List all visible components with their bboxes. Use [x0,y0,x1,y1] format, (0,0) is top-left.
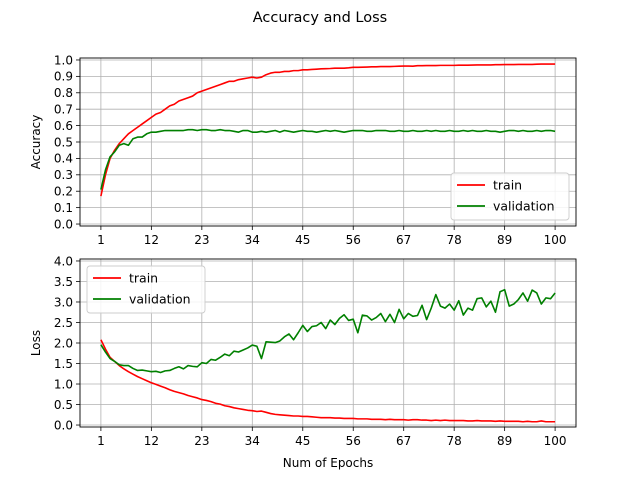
legend-label: train [493,178,522,193]
legend-label: validation [493,199,555,214]
y-tick-label: 0.9 [54,70,73,84]
y-tick-label: 0.7 [54,102,73,116]
x-tick-label: 89 [497,434,512,448]
y-tick-label: 0.6 [54,119,73,133]
legend-label: validation [129,292,191,307]
x-tick-label: 100 [544,233,567,247]
x-tick-label: 12 [144,434,159,448]
x-tick-label: 45 [295,434,310,448]
legend: train validation [450,172,570,221]
x-tick-label: 67 [396,434,411,448]
y-tick-label: 0.2 [54,185,73,199]
x-tick-label: 67 [396,233,411,247]
series-line-validation [100,288,556,374]
x-tick-label: 34 [245,434,260,448]
y-tick-label: 2.5 [54,316,73,330]
y-tick-label: 0.1 [54,201,73,215]
x-tick-label: 78 [447,233,462,247]
y-tick-label: 0.5 [54,398,73,412]
x-tick-label: 78 [447,434,462,448]
y-tick-label: 3.0 [54,295,73,309]
x-tick-label: 56 [346,233,361,247]
y-tick-label: 0.4 [54,152,73,166]
y-axis-title: Accuracy [29,115,43,170]
legend-label: train [129,271,158,286]
series-line-train [100,63,556,197]
series-line-train [100,339,556,423]
y-tick-label: 2.0 [54,336,73,350]
x-tick-label: 1 [97,434,105,448]
y-tick-label: 1.5 [54,357,73,371]
y-tick-label: 1.0 [54,377,73,391]
figure-title: Accuracy and Loss [253,10,388,26]
y-tick-label: 0.3 [54,168,73,182]
x-tick-label: 45 [295,233,310,247]
x-tick-label: 100 [544,434,567,448]
y-tick-label: 0.0 [54,418,73,432]
accuracy-panel: 1 12 23 34 45 56 67 78 89 100 0.0 0.1 0.2 0.3 0.4 0.5 0.… [29,53,577,247]
x-tick-label: 1 [97,233,105,247]
x-axis-title: Num of Epochs [283,456,373,470]
y-tick-label: 0.0 [54,217,73,231]
loss-panel: 1 12 23 34 45 56 67 78 89 100 0.0 0.5 1.0 1.5 2.0 2.5 3.… [29,254,577,448]
y-tick-label: 0.5 [54,135,73,149]
legend: train validation [86,265,206,314]
y-tick-label: 4.0 [54,254,73,268]
x-tick-label: 23 [194,434,209,448]
x-tick-label: 89 [497,233,512,247]
x-tick-label: 56 [346,434,361,448]
y-tick-label: 1.0 [54,53,73,67]
series-line-validation [100,128,556,190]
y-tick-label: 3.5 [54,275,73,289]
x-tick-label: 23 [194,233,209,247]
y-axis-title: Loss [29,330,43,356]
x-tick-label: 34 [245,233,260,247]
x-tick-label: 12 [144,233,159,247]
y-tick-label: 0.8 [54,86,73,100]
